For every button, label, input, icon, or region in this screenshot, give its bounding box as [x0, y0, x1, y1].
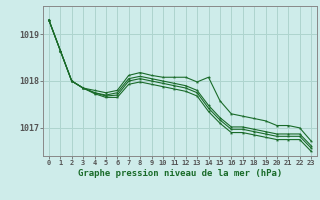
X-axis label: Graphe pression niveau de la mer (hPa): Graphe pression niveau de la mer (hPa) [78, 169, 282, 178]
